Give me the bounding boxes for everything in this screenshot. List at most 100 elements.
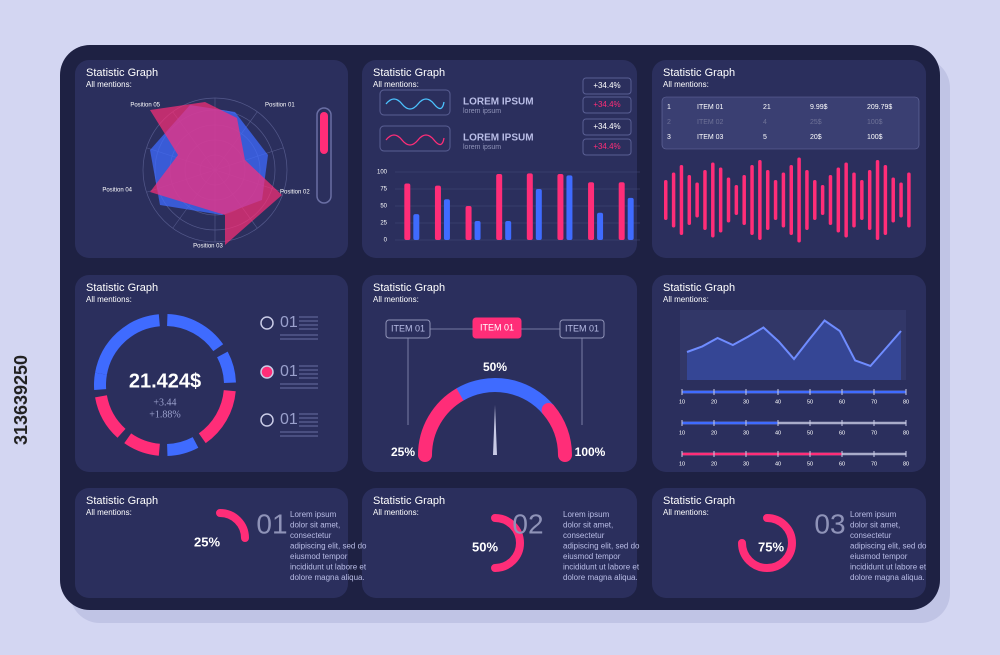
progress-text: eiusmod tempor [850, 552, 908, 561]
y-tick-label: 25 [380, 221, 387, 227]
gauge-label: 100% [575, 445, 606, 459]
wave-bar [805, 170, 809, 230]
panel-title: Statistic Graph [663, 495, 735, 507]
x-tick-label: 30 [743, 430, 749, 436]
donut-segment [94, 372, 107, 390]
radar-label: Position 05 [130, 103, 160, 109]
x-tick-label: 60 [839, 430, 845, 436]
wave-bar [781, 172, 786, 228]
legend-number: 01 [280, 363, 298, 380]
progress-text: Lorem ipsum [850, 510, 897, 519]
x-tick-label: 10 [679, 430, 685, 436]
progress-text: adipiscing elit, sed do [563, 542, 640, 551]
donut-segment [95, 314, 161, 375]
wave-bar [860, 180, 864, 220]
x-tick-label: 50 [807, 399, 813, 405]
panel-subtitle: All mentions: [663, 295, 709, 304]
item-box [472, 317, 522, 339]
wave-bar [664, 180, 668, 220]
x-tick-label: 50 [807, 430, 813, 436]
progress-label: 75% [758, 539, 784, 554]
wave-bar [867, 170, 872, 230]
radar-label: Position 03 [193, 244, 223, 250]
table-cell: ITEM 01 [697, 104, 724, 111]
wave-bar [907, 172, 911, 228]
bar [526, 173, 533, 240]
x-tick-label: 80 [903, 399, 909, 405]
item-label: ITEM 01 [480, 322, 514, 332]
wave-bar [679, 165, 684, 235]
progress-text: dolor sit amet, [850, 521, 900, 530]
progress-text: consectetur [850, 531, 892, 540]
panel-subtitle: All mentions: [663, 80, 709, 89]
legend-dot [260, 365, 274, 379]
radar-label: Position 01 [265, 103, 295, 109]
bar [597, 212, 604, 240]
radar-label: Position 04 [102, 188, 132, 194]
x-tick-label: 50 [807, 461, 813, 467]
progress-text: incididunt ut labore et [290, 563, 367, 572]
x-tick-label: 60 [839, 461, 845, 467]
progress-text: Lorem ipsum [563, 510, 610, 519]
badge-text: +34.4% [593, 122, 620, 131]
table-cell: 20$ [810, 134, 822, 141]
progress-number: 02 [512, 508, 543, 539]
table-cell: 100$ [867, 134, 883, 141]
chart-area [680, 310, 906, 380]
progress-text: consectetur [563, 531, 605, 540]
x-tick-label: 20 [711, 461, 717, 467]
gauge-needle [493, 405, 497, 455]
x-tick-label: 30 [743, 461, 749, 467]
legend-sparkline [385, 134, 445, 146]
progress-label: 50% [472, 539, 498, 554]
panel-title: Statistic Graph [86, 495, 158, 507]
bar [588, 182, 595, 240]
panel [362, 488, 637, 598]
table-cell: 1 [667, 104, 671, 111]
y-tick-label: 75 [380, 187, 387, 193]
item-label: ITEM 01 [391, 323, 425, 333]
progress-text: incididunt ut labore et [563, 563, 640, 572]
donut-segment [166, 436, 199, 456]
table-cell: 3 [667, 134, 671, 141]
legend-box [379, 125, 451, 152]
x-tick-label: 70 [871, 461, 877, 467]
table-cell: ITEM 02 [697, 119, 724, 126]
legend-number: 01 [280, 314, 298, 331]
x-tick-label: 20 [711, 430, 717, 436]
donut-segment [198, 389, 236, 444]
y-tick-label: 50 [380, 204, 387, 210]
panel-title: Statistic Graph [86, 282, 158, 294]
line-series [686, 319, 902, 368]
panel-title: Statistic Graph [86, 67, 158, 79]
x-tick-label: 80 [903, 461, 909, 467]
x-tick-label: 70 [871, 430, 877, 436]
slider-track [316, 107, 332, 204]
wave-bar [820, 185, 825, 215]
progress-text: eiusmod tempor [290, 552, 348, 561]
panel-title: Statistic Graph [373, 495, 445, 507]
panel [75, 488, 348, 598]
watermark-id: 313639250 [11, 355, 31, 445]
panel-subtitle: All mentions: [86, 508, 132, 517]
wave-bar [797, 157, 801, 243]
progress-arc [491, 514, 524, 572]
panel-title: Statistic Graph [663, 282, 735, 294]
bar [566, 175, 573, 240]
donut-segment [216, 351, 236, 384]
wave-bar [734, 185, 739, 215]
wave-bar [671, 172, 676, 228]
progress-text: adipiscing elit, sed do [850, 542, 927, 551]
bar [413, 214, 420, 240]
panel-subtitle: All mentions: [86, 295, 132, 304]
legend-box [379, 89, 451, 116]
progress-number: 03 [814, 508, 845, 539]
gauge-label: 50% [483, 360, 507, 374]
progress-arc [216, 509, 249, 542]
wave-bar [695, 182, 699, 218]
wave-bar [875, 160, 880, 240]
gauge-arc [456, 378, 554, 415]
gauge-arc [418, 387, 467, 462]
donut-change: +1.88% [149, 409, 180, 420]
progress-text: Lorem ipsum [290, 510, 337, 519]
